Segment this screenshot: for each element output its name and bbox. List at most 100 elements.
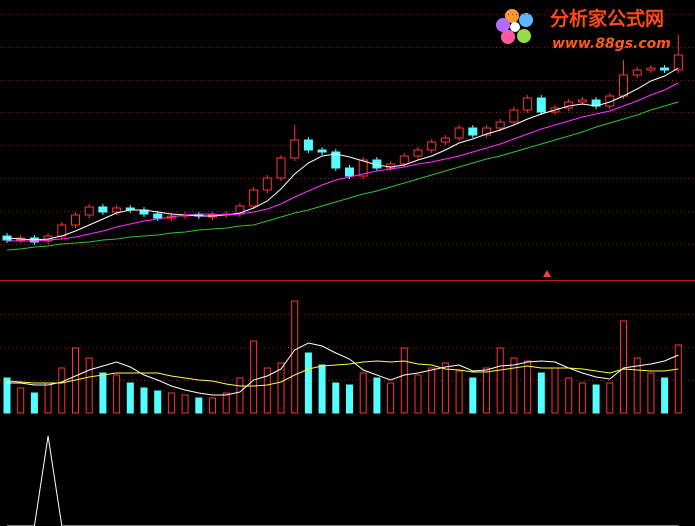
volume-bar: [167, 392, 175, 414]
volume-bar: [30, 392, 38, 414]
volume-bar: [496, 347, 504, 414]
volume-bar: [126, 382, 134, 414]
volume-bar: [304, 352, 312, 414]
volume-bar: [263, 367, 271, 414]
candle-body: [345, 167, 354, 177]
petal: [517, 29, 531, 43]
volume-bar: [3, 377, 11, 414]
volume-bar: [44, 382, 52, 414]
volume-bar: [250, 340, 258, 414]
candle-body: [454, 127, 464, 139]
volume-bar: [510, 357, 518, 414]
volume-bar: [428, 367, 436, 414]
volume-bar: [387, 382, 395, 414]
volume-bar: [99, 372, 107, 414]
volume-bar: [359, 372, 367, 414]
volume-bar: [236, 377, 244, 414]
candle-body: [57, 224, 67, 237]
candle-body: [399, 155, 409, 165]
candle-body: [440, 137, 450, 143]
candle-body: [632, 69, 642, 76]
volume-bar: [455, 370, 463, 414]
watermark-title: 分析家公式网: [550, 7, 664, 30]
logo: [496, 9, 533, 44]
candle-body: [112, 207, 122, 213]
volume-bar: [661, 377, 669, 414]
candle-body: [482, 127, 491, 136]
volume-bar: [537, 372, 545, 414]
petal: [496, 18, 510, 32]
volume-bar: [195, 397, 203, 414]
candle-body: [536, 97, 546, 113]
candle-body: [673, 54, 683, 71]
candle-body: [509, 109, 519, 123]
candle-body: [577, 99, 587, 103]
line: [6, 360, 679, 387]
candle-body: [317, 149, 327, 153]
candle-body: [303, 139, 313, 151]
candle-body: [660, 67, 670, 71]
volume-bar: [414, 374, 422, 414]
line: [6, 101, 679, 251]
candle-body: [290, 139, 300, 159]
candle-body: [276, 157, 286, 179]
volume-bar: [633, 357, 641, 414]
candle-body: [413, 149, 423, 157]
line: [7, 82, 679, 242]
volume-bar: [140, 387, 148, 414]
candle-body: [98, 206, 108, 213]
line: [7, 342, 679, 396]
volume-bar: [222, 392, 230, 414]
volume-bar: [154, 390, 162, 414]
petal: [505, 9, 519, 23]
volume-bar: [400, 347, 408, 414]
volume-bar: [17, 387, 25, 414]
candle-body: [646, 67, 656, 71]
candle-body: [153, 213, 163, 219]
volume-bar: [441, 362, 449, 414]
volume-bar: [332, 382, 340, 414]
candle-body: [262, 177, 272, 191]
candle-body: [331, 151, 341, 169]
candle-body: [619, 74, 628, 97]
candle-body: [495, 121, 505, 129]
volume-bar: [318, 364, 326, 414]
candle-body: [249, 189, 259, 207]
volume-bar: [565, 377, 573, 414]
volume-bar: [606, 382, 614, 414]
candle-body: [84, 206, 94, 216]
volume-bar: [469, 377, 477, 414]
candle-body: [427, 141, 437, 151]
candle-body: [523, 97, 533, 111]
volume-bar: [58, 367, 66, 414]
volume-bar: [674, 344, 682, 414]
line: [6, 67, 679, 241]
petal: [519, 13, 533, 27]
volume-bar: [291, 300, 299, 414]
candle-body: [468, 127, 478, 136]
volume-bar: [620, 320, 627, 414]
volume-bar: [647, 372, 655, 414]
petal: [501, 30, 515, 44]
volume-bar: [113, 374, 121, 414]
volume-bar: [551, 367, 559, 414]
candle-body: [358, 159, 368, 177]
volume-bar: [483, 367, 490, 414]
watermark-url: www.88gs.com: [552, 36, 671, 52]
volume-bar: [346, 384, 353, 414]
volume-bar: [277, 362, 285, 414]
volume-bar: [524, 360, 532, 414]
petal-center: [510, 22, 520, 32]
volume-bar: [181, 394, 189, 414]
volume-bar: [373, 377, 381, 414]
volume-bar: [592, 384, 600, 414]
volume-bar: [85, 357, 93, 414]
volume-bar: [578, 382, 586, 414]
candle-body: [71, 214, 80, 226]
signal-marker: [543, 270, 551, 277]
volume-bar: [209, 397, 216, 414]
candle-body: [605, 95, 615, 107]
